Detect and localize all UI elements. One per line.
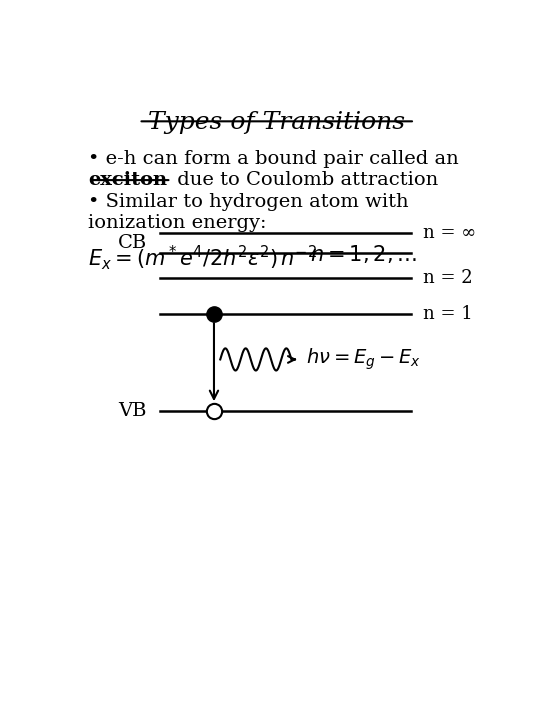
- Text: $n = 1, 2, \ldots$: $n = 1, 2, \ldots$: [310, 243, 417, 265]
- Text: • Similar to hydrogen atom with: • Similar to hydrogen atom with: [89, 193, 409, 211]
- Text: due to Coulomb attraction: due to Coulomb attraction: [171, 171, 438, 189]
- Text: $h\nu = E_g - E_x$: $h\nu = E_g - E_x$: [306, 347, 421, 372]
- Text: n = 2: n = 2: [423, 269, 473, 287]
- Text: VB: VB: [118, 402, 147, 420]
- Text: n = 1: n = 1: [423, 305, 473, 323]
- Text: ionization energy:: ionization energy:: [89, 214, 267, 232]
- Text: exciton: exciton: [89, 171, 167, 189]
- Text: • e-h can form a bound pair called an: • e-h can form a bound pair called an: [89, 150, 459, 168]
- Text: Types of Transitions: Types of Transitions: [148, 112, 406, 135]
- Text: n = ∞: n = ∞: [423, 225, 476, 243]
- Text: $E_x = (m^*e^4/2h^2\varepsilon^2)\, n^{-2}$: $E_x = (m^*e^4/2h^2\varepsilon^2)\, n^{-…: [89, 243, 318, 271]
- Text: CB: CB: [118, 234, 147, 252]
